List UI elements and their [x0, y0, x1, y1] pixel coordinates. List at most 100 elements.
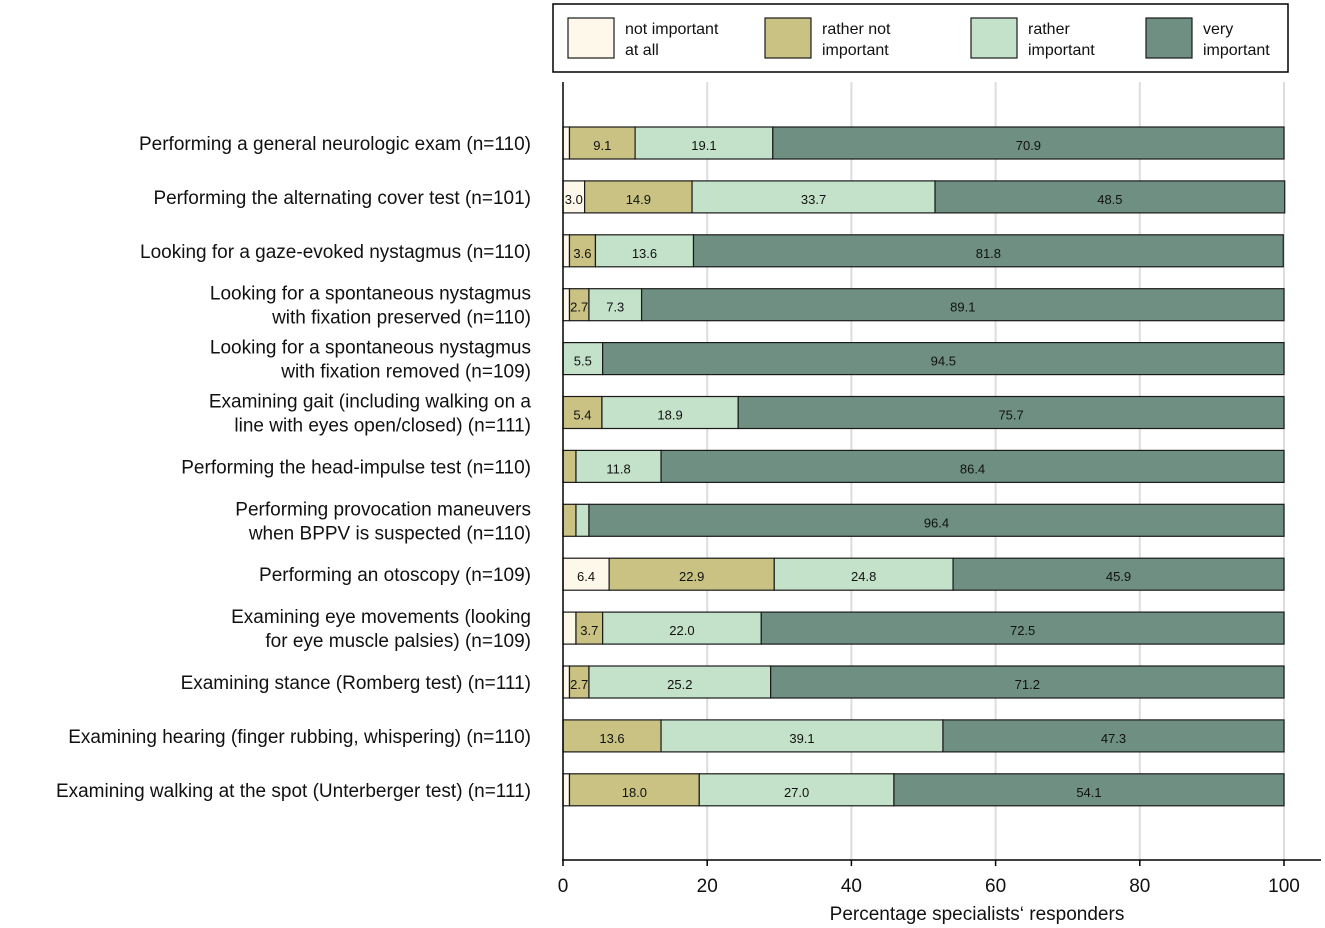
legend-item: rather important: [970, 17, 1095, 59]
bar-row: 3.0 14.9 33.7 48.5: [562, 180, 1286, 214]
bar-segment: [608, 557, 775, 591]
bar-segment: [562, 288, 571, 322]
bar-segment: [562, 126, 571, 160]
data-label: 27.0: [784, 785, 809, 800]
bar-segment: [660, 449, 1285, 483]
data-label: 72.5: [1010, 623, 1035, 638]
data-label: 2.7: [570, 677, 588, 692]
category-label: Looking for a spontaneous nystagmus: [210, 284, 531, 305]
data-label: 3.7: [580, 623, 598, 638]
bar-segment: [772, 126, 1285, 160]
bar-row: 2.7 7.3 89.1: [562, 288, 1285, 322]
bar-segment: [562, 611, 577, 645]
bar-segment: [562, 665, 571, 699]
category-label: Examining walking at the spot (Unterberg…: [56, 781, 531, 802]
bar-segment: [562, 773, 571, 807]
data-label: 48.5: [1097, 192, 1122, 207]
bar-segment: [692, 234, 1284, 268]
data-label: 6.4: [577, 569, 595, 584]
data-label: 33.7: [801, 192, 826, 207]
legend-item: not important at all: [567, 17, 719, 59]
bar-segment: [691, 180, 936, 214]
data-label: 24.8: [851, 569, 876, 584]
bar-segment: [588, 288, 643, 322]
bar-segment: [760, 611, 1285, 645]
x-tick-label: 80: [1129, 876, 1150, 897]
category-label: Examining stance (Romberg test) (n=111): [181, 673, 531, 694]
legend-label: important: [822, 42, 889, 59]
category-label: Looking for a gaze-evoked nystagmus (n=1…: [140, 242, 531, 263]
bar-segment: [602, 342, 1285, 376]
data-label: 5.5: [574, 354, 592, 369]
category-label: line with eyes open/closed) (n=111): [234, 416, 531, 437]
bar-segment: [568, 126, 636, 160]
legend-swatch: [1145, 17, 1193, 59]
legend-swatch: [970, 17, 1018, 59]
x-axis-title: Percentage specialists‘ responders: [830, 904, 1125, 925]
legend-label: important: [1028, 42, 1095, 59]
category-label: for eye muscle palsies) (n=109): [265, 631, 531, 652]
bar-segment: [601, 395, 739, 430]
legend-label: important: [1203, 42, 1270, 59]
bar-segment: [562, 234, 571, 268]
legend-swatch: [764, 17, 812, 59]
bar-segment: [737, 395, 1285, 430]
data-label: 18.9: [657, 408, 682, 423]
bar-segment: [588, 503, 1285, 537]
x-tick-label: 100: [1268, 876, 1300, 897]
bar-segment: [575, 449, 662, 483]
bar-segment: [602, 611, 762, 645]
bar-segment: [934, 180, 1286, 214]
legend-label: rather not: [822, 21, 891, 38]
x-axis: 0 20 40 60 80 100: [558, 82, 1321, 897]
bar-row: 3.6 13.6 81.8: [562, 234, 1284, 268]
category-label: Performing the alternating cover test (n…: [153, 188, 531, 209]
data-label: 47.3: [1101, 731, 1126, 746]
data-label: 2.7: [570, 300, 588, 315]
x-tick-label: 20: [697, 876, 718, 897]
bar-row: 11.8 86.4: [562, 449, 1285, 483]
legend-label: at all: [625, 42, 659, 59]
category-label: with fixation removed (n=109): [280, 362, 531, 383]
data-label: 22.9: [679, 569, 704, 584]
category-label: Examining hearing (finger rubbing, whisp…: [68, 727, 531, 748]
data-label: 54.1: [1076, 785, 1101, 800]
data-label: 96.4: [924, 515, 949, 530]
x-tick-label: 60: [985, 876, 1006, 897]
bar-segment: [575, 611, 604, 645]
bar-segment: [634, 126, 774, 160]
bar-row: 6.4 22.9 24.8 45.9: [562, 557, 1285, 591]
data-label: 45.9: [1106, 569, 1131, 584]
bar-segment: [698, 773, 895, 807]
data-label: 3.0: [565, 192, 583, 207]
category-label: Performing the head-impulse test (n=110): [181, 457, 531, 478]
legend-swatch: [567, 17, 615, 59]
bar-row: 2.7 25.2 71.2: [562, 665, 1285, 699]
bar-segment: [942, 719, 1285, 753]
data-label: 81.8: [976, 246, 1001, 261]
category-label: Examining gait (including walking on a: [209, 392, 532, 413]
data-label: 11.8: [606, 461, 630, 476]
bar-row: 5.4 18.9 75.7: [562, 395, 1285, 430]
data-label: 18.0: [622, 785, 647, 800]
bar-segment: [562, 503, 577, 537]
bar-segment: [568, 234, 597, 268]
x-tick-label: 40: [841, 876, 862, 897]
bar-segment: [952, 557, 1285, 591]
bar-segment: [562, 395, 603, 430]
data-label: 14.9: [626, 192, 651, 207]
bar-row: 5.5 94.5: [562, 342, 1285, 376]
legend-label: not important: [625, 21, 719, 38]
data-label: 39.1: [789, 731, 814, 746]
bar-segment: [594, 234, 695, 268]
data-label: 19.1: [691, 138, 716, 153]
legend-label: very: [1203, 21, 1233, 38]
bar-row: 96.4: [562, 503, 1285, 537]
data-label: 13.6: [632, 246, 657, 261]
data-label: 75.7: [998, 408, 1023, 423]
bar-segment: [773, 557, 954, 591]
data-label: 25.2: [667, 677, 692, 692]
bar-row: 9.1 19.1 70.9: [562, 126, 1285, 160]
